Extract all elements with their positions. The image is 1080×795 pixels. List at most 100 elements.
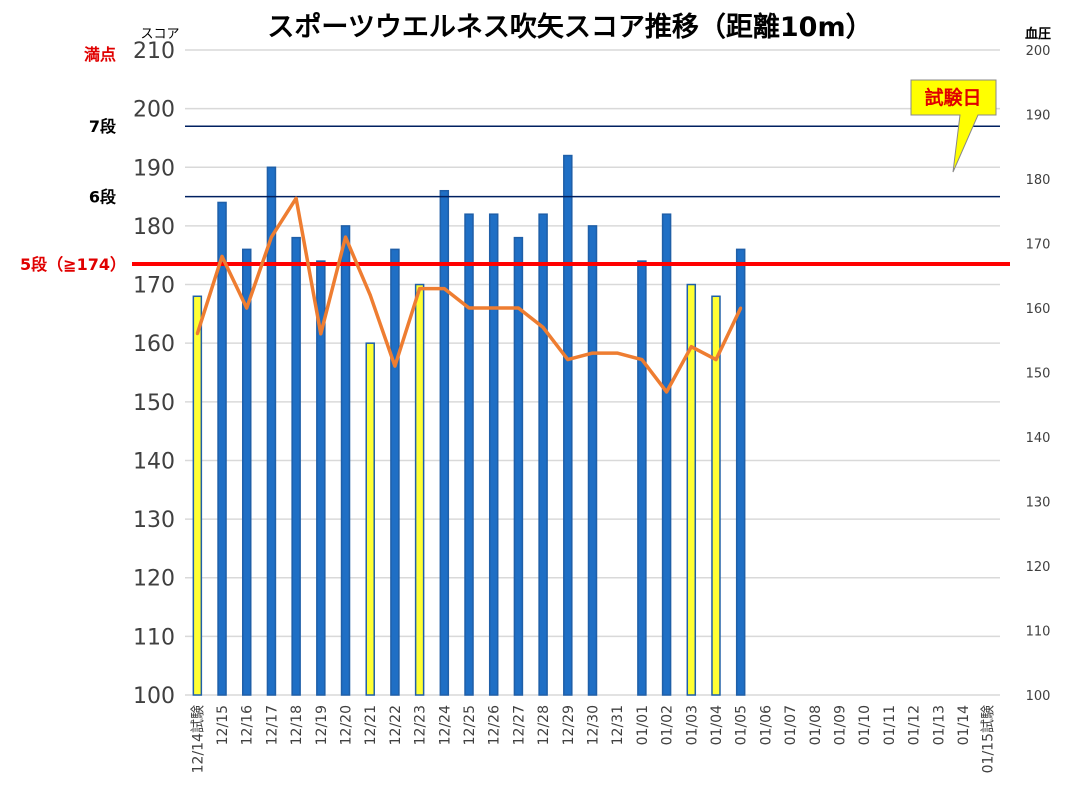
x-tick-label: 01/09 — [832, 705, 848, 745]
left-tick-label: 160 — [133, 332, 175, 357]
x-tick-label: 12/15 — [215, 705, 231, 745]
x-tick-label: 12/24 — [437, 705, 453, 745]
left-tick-label: 100 — [133, 684, 175, 709]
right-tick-label: 150 — [1026, 367, 1051, 382]
x-tick-label: 01/15試験 — [981, 705, 997, 773]
blood-pressure-point — [344, 235, 348, 239]
score-bars — [192, 154, 746, 696]
chart-title: スポーツウエルネス吹矢スコア推移（距離10m） — [267, 11, 872, 43]
x-axis-ticks: 12/14試験 12/15 12/16 12/17 12/18 12/19 12/20 12/… — [190, 705, 996, 773]
reference-label: 6段 — [89, 188, 117, 207]
x-tick-label: 12/31 — [610, 705, 626, 745]
score-bar — [488, 213, 499, 696]
blood-pressure-point — [442, 287, 446, 291]
x-tick-label: 12/14試験 — [190, 705, 206, 773]
left-tick-label: 170 — [133, 274, 175, 299]
blood-pressure-point — [739, 306, 743, 310]
left-tick-label: 130 — [133, 508, 175, 533]
score-bar — [390, 248, 400, 696]
x-tick-label: 01/04 — [709, 705, 725, 745]
x-tick-label: 12/19 — [314, 705, 330, 745]
right-tick-label: 120 — [1026, 560, 1051, 575]
x-tick-label: 12/27 — [511, 705, 527, 745]
x-tick-label: 12/21 — [363, 705, 379, 745]
x-tick-label: 01/05 — [734, 705, 750, 745]
blood-pressure-point — [516, 306, 520, 310]
blood-pressure-point — [714, 358, 718, 362]
blood-pressure-point — [566, 358, 570, 362]
x-tick-label: 01/14 — [956, 705, 972, 745]
blood-pressure-point — [418, 287, 422, 291]
score-bar — [563, 154, 573, 696]
x-tick-label: 12/23 — [413, 705, 429, 745]
score-bar — [192, 295, 203, 696]
blood-pressure-point — [640, 358, 644, 362]
blood-pressure-point — [492, 306, 496, 310]
score-bar — [266, 166, 277, 696]
score-bar — [637, 260, 647, 696]
left-tick-label: 200 — [133, 98, 175, 123]
score-bar — [464, 213, 474, 696]
x-tick-label: 01/01 — [635, 705, 651, 745]
score-bar — [241, 248, 252, 696]
blood-pressure-point — [269, 235, 273, 239]
blood-pressure-point — [393, 364, 397, 368]
score-bar — [513, 236, 524, 696]
callout-label: 試験日 — [924, 86, 981, 109]
right-tick-label: 170 — [1026, 238, 1051, 253]
right-tick-label: 110 — [1026, 625, 1051, 640]
blood-pressure-point — [220, 254, 224, 258]
reference-lines: 満点 7段 6段 5段（≧174） — [20, 45, 1010, 274]
x-tick-label: 01/06 — [758, 705, 774, 745]
exam-day-callout: 試験日 — [910, 79, 997, 173]
blood-pressure-point — [245, 306, 249, 310]
left-axis-label: スコア — [140, 27, 179, 42]
right-axis-label: 血圧 — [1025, 26, 1051, 42]
score-bar — [661, 213, 672, 696]
x-tick-label: 12/16 — [240, 705, 256, 745]
x-tick-label: 12/17 — [264, 705, 280, 745]
score-bar — [316, 260, 326, 696]
x-tick-label: 01/07 — [783, 705, 799, 745]
blood-pressure-line — [195, 196, 743, 394]
left-tick-label: 110 — [133, 625, 175, 650]
reference-label: 7段 — [89, 117, 117, 136]
left-tick-label: 140 — [133, 449, 175, 474]
x-tick-label: 01/02 — [660, 705, 676, 745]
blood-pressure-point — [195, 332, 199, 336]
x-tick-label: 12/18 — [289, 705, 305, 745]
x-tick-label: 01/08 — [808, 705, 824, 745]
blood-pressure-point — [467, 306, 471, 310]
left-tick-label: 190 — [133, 156, 175, 181]
right-tick-label: 140 — [1026, 431, 1051, 446]
x-tick-label: 01/12 — [907, 705, 923, 745]
score-bar — [711, 295, 721, 696]
callout-shape — [910, 79, 997, 173]
x-tick-label: 01/10 — [857, 705, 873, 745]
x-tick-label: 12/30 — [586, 705, 602, 745]
x-tick-label: 12/28 — [536, 705, 552, 745]
blood-pressure-point — [319, 332, 323, 336]
x-tick-label: 01/03 — [684, 705, 700, 745]
x-tick-label: 12/22 — [388, 705, 404, 745]
right-tick-label: 130 — [1026, 496, 1051, 511]
x-tick-label: 01/13 — [931, 705, 947, 745]
score-bar — [735, 248, 746, 696]
blood-pressure-point — [665, 390, 669, 394]
blood-pressure-point — [689, 345, 693, 349]
x-tick-label: 12/26 — [487, 705, 503, 745]
left-tick-label: 210 — [133, 39, 175, 64]
x-tick-label: 12/29 — [561, 705, 577, 745]
x-tick-label: 12/20 — [339, 705, 355, 745]
score-bar — [217, 201, 227, 696]
right-tick-label: 160 — [1026, 302, 1051, 317]
blood-pressure-point — [541, 325, 545, 329]
right-axis-ticks: 100 110 120 130 140 150 160 170 180 190 200 — [1026, 44, 1051, 704]
blood-pressure-point — [615, 351, 619, 355]
reference-label: 満点 — [84, 45, 116, 64]
right-tick-label: 180 — [1026, 173, 1051, 188]
right-tick-label: 200 — [1026, 44, 1051, 59]
score-bar — [414, 283, 425, 696]
score-bar — [439, 189, 450, 696]
left-tick-label: 120 — [133, 567, 175, 592]
